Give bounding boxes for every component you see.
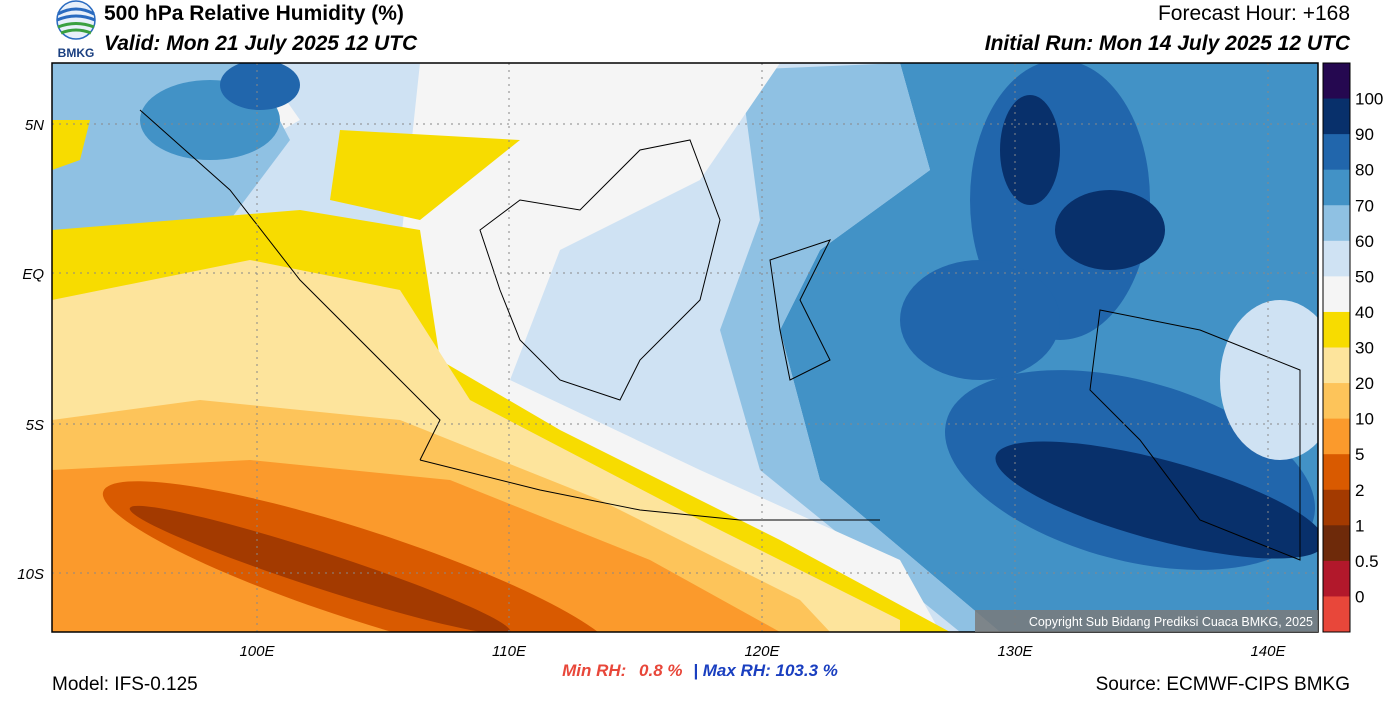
lat-label: 5N [25, 117, 44, 134]
lat-label: 10S [17, 566, 44, 583]
separator: | [693, 661, 699, 680]
colorbar-segment [1323, 596, 1350, 633]
copyright: Copyright Sub Bidang Prediksi Cuaca BMKG… [1029, 615, 1313, 629]
colorbar-frame [1322, 62, 1351, 633]
lon-label: 130E [997, 643, 1033, 660]
lon-label: 100E [239, 643, 275, 660]
copyright-box [975, 610, 1318, 632]
initial-run: Initial Run: Mon 14 July 2025 12 UTC [984, 32, 1350, 55]
colorbar-segment [1323, 169, 1350, 206]
colorbar-label: 50 [1355, 267, 1374, 286]
colorbar-label: 0 [1355, 587, 1364, 606]
lon-label: 120E [744, 643, 780, 660]
colorbar-label: 0.5 [1355, 552, 1379, 571]
colorbar-segment [1323, 63, 1350, 100]
colorbar-segment [1323, 205, 1350, 242]
colorbar-segment [1323, 489, 1350, 526]
colorbar-label: 1 [1355, 516, 1364, 535]
model: Model: IFS-0.125 [52, 674, 198, 695]
graticule: 5N EQ 5S 10S 100E 110E 120E 130E 140E [17, 63, 1318, 660]
colorbar-segment [1323, 383, 1350, 420]
source: Source: ECMWF-CIPS BMKG [1095, 674, 1350, 695]
colorbar-segment [1323, 134, 1350, 171]
colorbar-segment [1323, 240, 1350, 277]
colorbar-label: 5 [1355, 445, 1364, 464]
lat-label: 5S [26, 417, 44, 434]
map-frame [51, 62, 1319, 633]
colorbar-label: 10 [1355, 410, 1374, 429]
colorbar-label: 60 [1355, 232, 1374, 251]
rh-stats: Min RH: 0.8 % | Max RH: 103.3 % [0, 661, 1400, 681]
colorbar-segment [1323, 525, 1350, 562]
colorbar-segment [1323, 347, 1350, 384]
lat-label: EQ [22, 266, 44, 283]
humidity-field [52, 63, 1318, 632]
logo: BMKG [56, 0, 96, 60]
colorbar-label: 20 [1355, 374, 1374, 393]
colorbar-segment [1323, 98, 1350, 135]
colorbar-segment [1323, 560, 1350, 597]
max-value: Max RH: 103.3 % [702, 661, 838, 680]
colorbar-segment [1323, 311, 1350, 348]
colorbar-segment [1323, 276, 1350, 313]
colorbar-segment [1323, 454, 1350, 491]
colorbar: 100 90 80 70 60 50 40 30 20 10 5 2 1 0.5 0 [1322, 62, 1383, 633]
colorbar-segment [1323, 418, 1350, 455]
forecast-hour: Forecast Hour: +168 [1157, 2, 1350, 25]
lon-label: 140E [1250, 643, 1286, 660]
colorbar-label: 100 [1355, 90, 1383, 109]
colorbar-label: 80 [1355, 161, 1374, 180]
colorbar-label: 70 [1355, 196, 1374, 215]
lon-label: 110E [492, 643, 527, 660]
min-label: Min RH: [562, 661, 627, 680]
colorbar-label: 90 [1355, 125, 1374, 144]
logo-text: BMKG [58, 46, 95, 60]
colorbar-label: 40 [1355, 303, 1374, 322]
title: 500 hPa Relative Humidity (%) [104, 2, 404, 25]
valid-time: Valid: Mon 21 July 2025 12 UTC [104, 32, 418, 55]
colorbar-label: 2 [1355, 481, 1364, 500]
colorbar-label: 30 [1355, 339, 1374, 358]
min-value: 0.8 % [639, 661, 683, 680]
